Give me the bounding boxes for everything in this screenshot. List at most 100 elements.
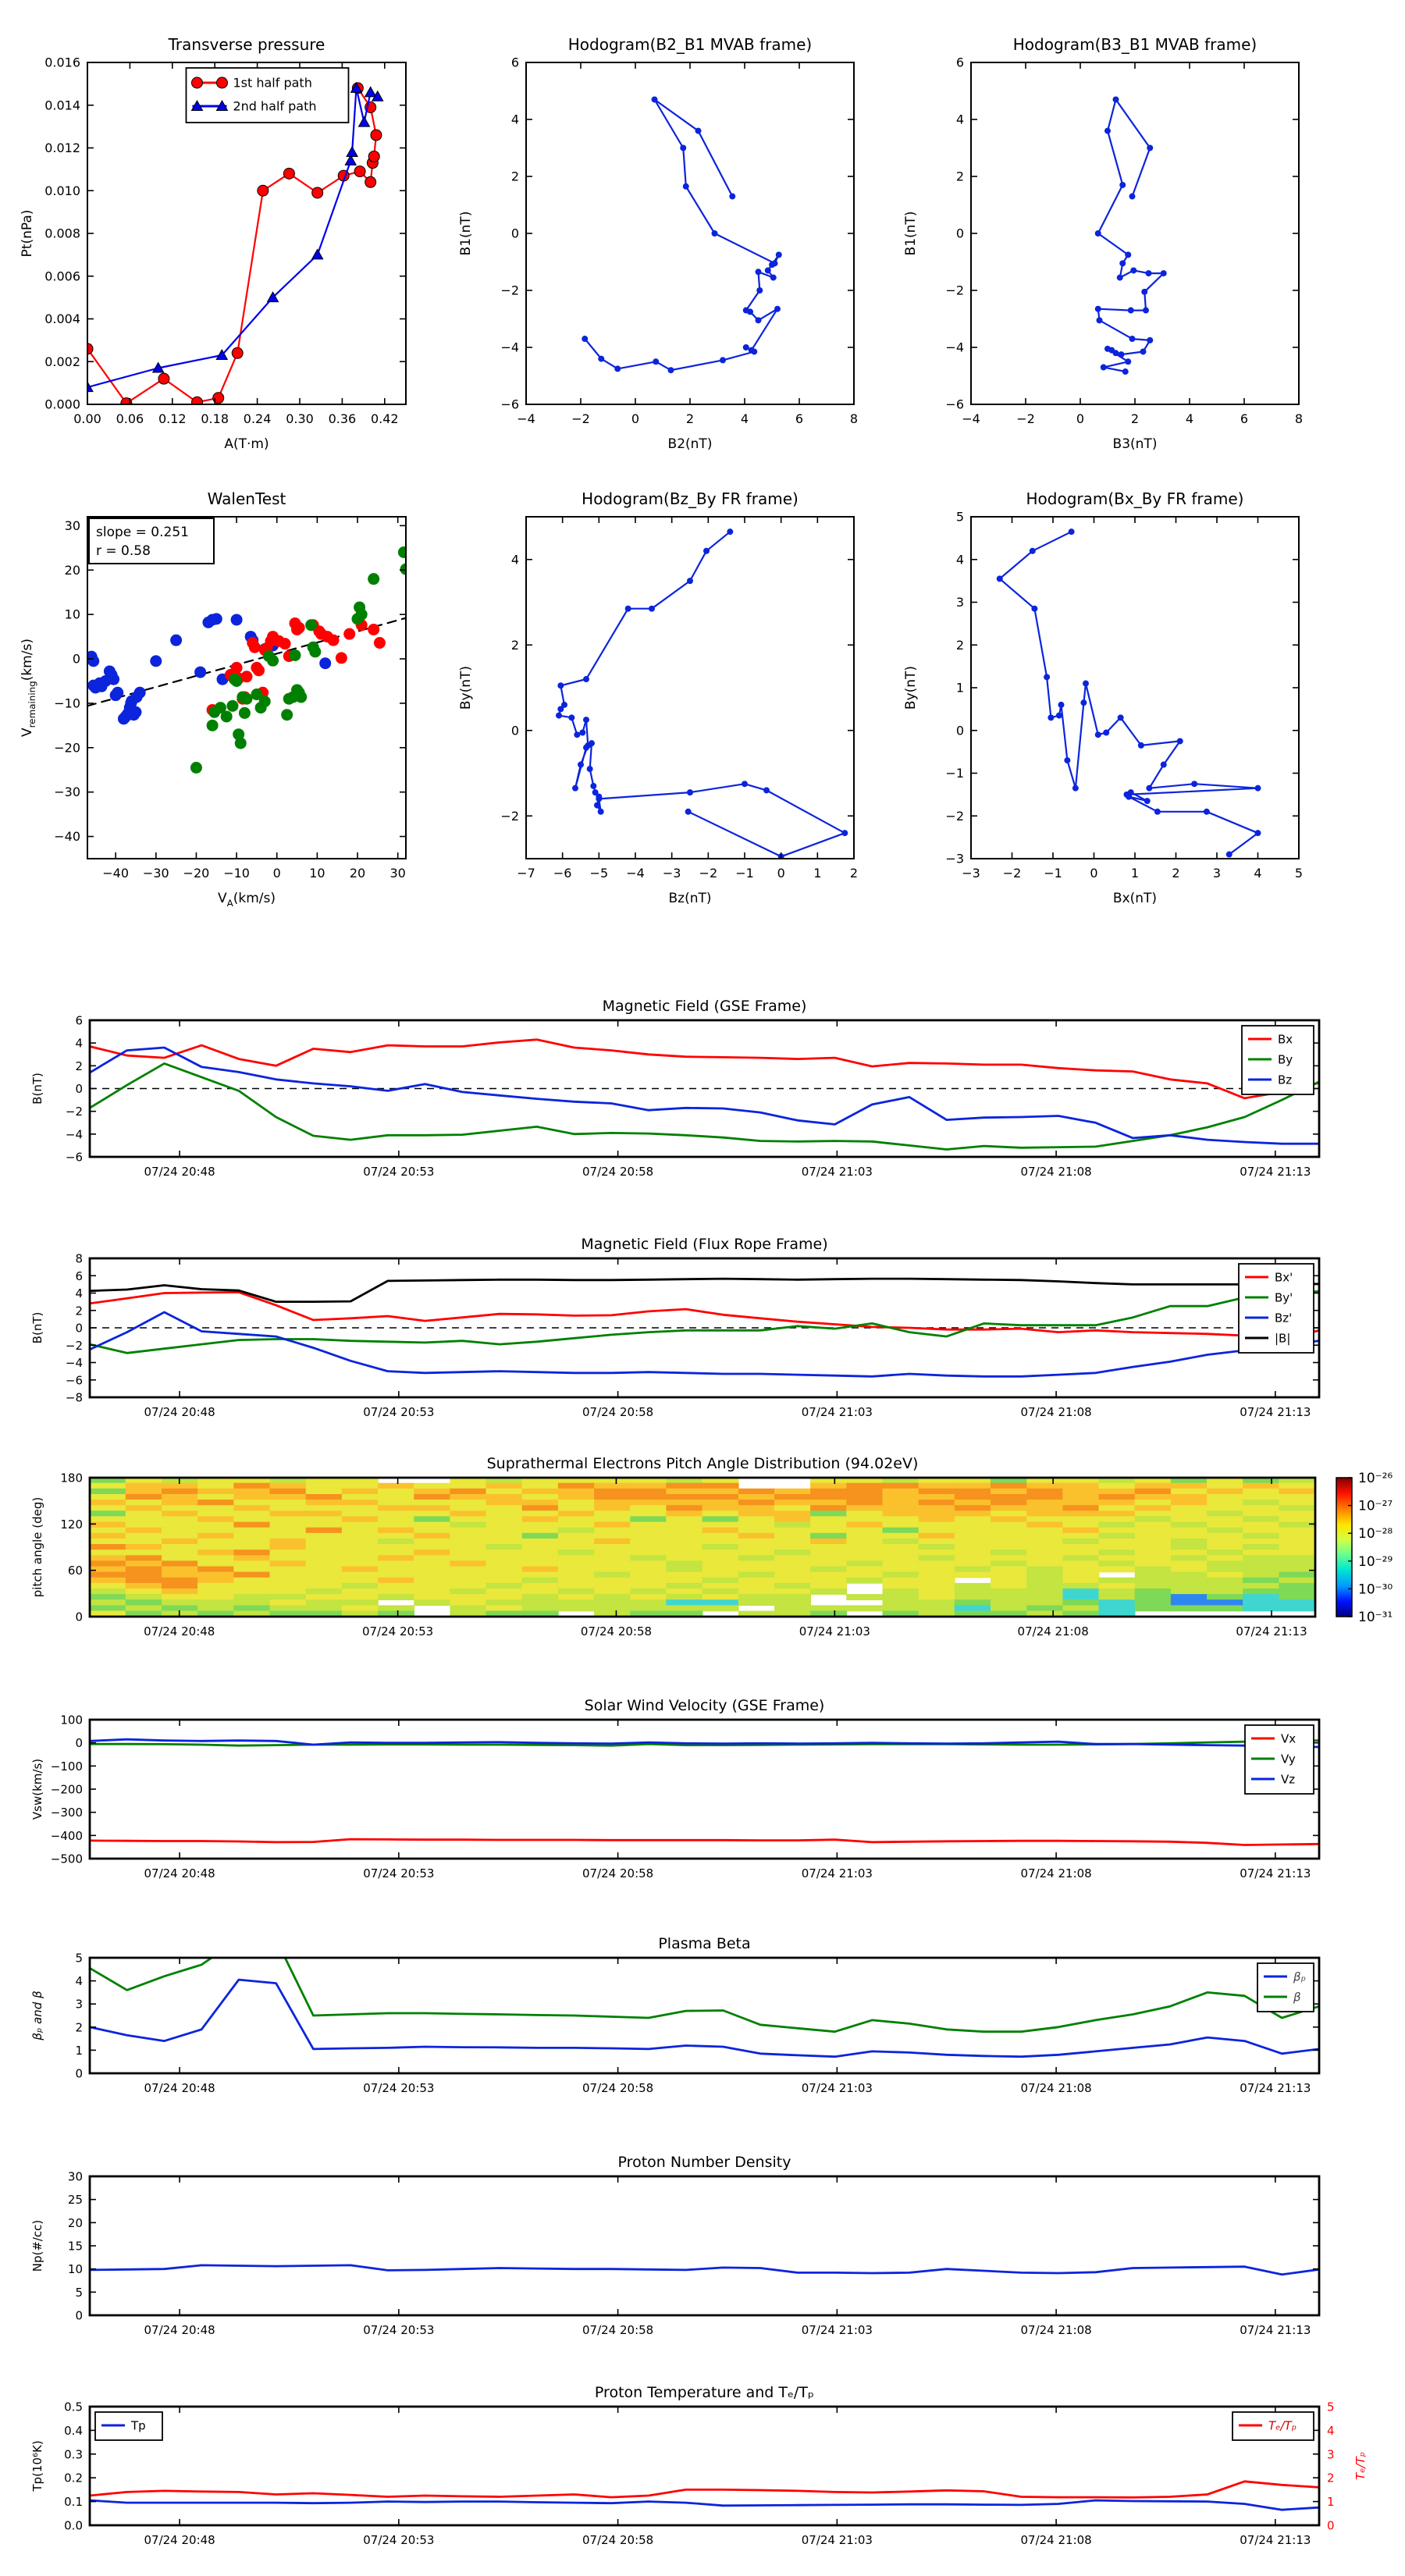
- vsw-ytick-4: −100: [51, 1759, 83, 1774]
- pad-ytick-0: 0: [75, 1610, 83, 1624]
- vsw-ytick-1: −400: [51, 1829, 83, 1843]
- hodo_b2b1-ytick-3: 0: [511, 226, 519, 241]
- hodo_bzby-xtick-2: −5: [590, 866, 609, 881]
- hodo_bzby-xtick-9: 2: [850, 866, 858, 881]
- walen-xlabel: VA(km/s): [218, 891, 276, 909]
- hodo_b3b1-ytick-3: 0: [956, 226, 964, 241]
- pressure-ytick-6: 0.012: [44, 141, 80, 155]
- hodo_bzby-ytick-2: 2: [511, 638, 519, 653]
- pressure-legend-label-0: 1st half path: [233, 76, 311, 91]
- vsw-series-Vz: [90, 1738, 1319, 1749]
- vsw-xtick-1: 07/24 20:53: [363, 1866, 434, 1880]
- beta-title: Plasma Beta: [658, 1935, 750, 1952]
- fr-ytick-8: 8: [75, 1252, 83, 1266]
- panel-pressure: 0.00 0.06 0.12 0.18 0.24 0.30 0.36 0.42 0.000 0.0…: [20, 35, 407, 452]
- walen-ylabel: Vremaining(km/s): [20, 639, 37, 737]
- hodo_bxby-axes: −3 −2 −1 0 1 2 3 4 5 −3 −2 −1 0 1 2 3 4 5: [945, 510, 1303, 881]
- gse-ytick-6: 6: [75, 1014, 83, 1028]
- np-ytick-6: 30: [68, 2170, 83, 2184]
- beta-xtick-0: 07/24 20:48: [144, 2081, 215, 2095]
- hodo_bxby-xtick-1: −2: [1003, 866, 1022, 881]
- tp-rytick-2: 2: [1327, 2471, 1335, 2485]
- gse-legend-label-1: By: [1278, 1053, 1293, 1067]
- fr-series-Bz': [90, 1311, 1319, 1378]
- tp-frame: [88, 2405, 1321, 2527]
- hodo_b2b1-ytick-4: 2: [511, 169, 519, 184]
- np-series-Np: [90, 2264, 1319, 2276]
- tp-xtick-2: 07/24 20:58: [582, 2533, 653, 2547]
- hodo_bzby-xtick-5: −2: [699, 866, 718, 881]
- walen-annotation-line-0: slope = 0.251: [96, 525, 189, 540]
- panel-pad: 10⁻²⁶ 10⁻²⁷ 10⁻²⁸ 10⁻²⁹ 10⁻³⁰ 10⁻³¹ 07/24 20:4…: [30, 1455, 1393, 1638]
- hodo_b2b1-xtick-1: −2: [571, 411, 590, 426]
- hodo_bxby-title: Hodogram(Bx_By FR frame): [1026, 489, 1243, 508]
- tp-rytick-4: 4: [1327, 2424, 1335, 2438]
- hodo_bxby-xtick-4: 1: [1131, 866, 1139, 881]
- hodo_bzby-frame: [525, 516, 855, 859]
- pressure-xtick-2: 0.12: [158, 411, 187, 426]
- fr-ytick-7: 6: [75, 1269, 83, 1283]
- fr-xtick-4: 07/24 21:08: [1020, 1405, 1091, 1419]
- beta-ytick-2: 2: [75, 2020, 83, 2034]
- gse-ytick-5: 4: [75, 1037, 83, 1051]
- beta-axes: 07/24 20:48 07/24 20:53 07/24 20:58 07/24 2…: [75, 1952, 1319, 2095]
- pressure-legend-label-1: 2nd half path: [233, 99, 316, 114]
- pressure-xtick-7: 0.42: [371, 411, 399, 426]
- pressure-ytick-4: 0.008: [44, 226, 80, 241]
- hodo_b3b1-xtick-3: 2: [1131, 411, 1139, 426]
- hodo_b3b1-xtick-1: −2: [1016, 411, 1035, 426]
- gse-ytick-1: −4: [66, 1127, 83, 1141]
- hodo_bzby-xtick-7: 0: [777, 866, 785, 881]
- pressure-ytick-1: 0.002: [44, 354, 80, 369]
- tp-ytick-4: 0.4: [64, 2424, 83, 2438]
- pad-colorbar-label-2: 10⁻²⁸: [1358, 1526, 1393, 1542]
- tp-xtick-5: 07/24 21:13: [1240, 2533, 1311, 2547]
- gse-ytick-2: −2: [66, 1105, 83, 1119]
- gse-legend-label-0: Bx: [1278, 1033, 1293, 1047]
- vsw-xtick-3: 07/24 21:03: [802, 1866, 873, 1880]
- vsw-xtick-5: 07/24 21:13: [1240, 1866, 1311, 1880]
- fr-ytick-2: −4: [66, 1356, 83, 1370]
- tp-rytick-0: 0: [1327, 2519, 1335, 2533]
- np-ytick-3: 15: [68, 2240, 83, 2254]
- vsw-ytick-3: −200: [51, 1783, 83, 1797]
- hodo_bzby-ytick-1: 0: [511, 723, 519, 738]
- fr-ytick-0: −8: [66, 1391, 83, 1405]
- pressure-ytick-7: 0.014: [44, 98, 80, 112]
- gse-ylabel: B(nT): [30, 1073, 44, 1105]
- hodo_b3b1-xtick-0: −4: [962, 411, 980, 426]
- vsw-legend-label-2: Vz: [1281, 1773, 1295, 1787]
- hodo_b2b1-xtick-0: −4: [517, 411, 535, 426]
- vsw-ylabel: Vsw(km/s): [30, 1759, 44, 1820]
- beta-ytick-0: 0: [75, 2067, 83, 2081]
- hodo_bxby-xtick-7: 4: [1254, 866, 1261, 881]
- tp-rytick-3: 3: [1327, 2447, 1335, 2461]
- fr-xtick-0: 07/24 20:48: [144, 1405, 215, 1419]
- beta-ytick-3: 3: [75, 1998, 83, 2012]
- hodo_b3b1-xtick-6: 8: [1295, 411, 1303, 426]
- hodo_bzby-xtick-8: 1: [813, 866, 821, 881]
- fr-ylabel: B(nT): [30, 1312, 44, 1344]
- gse-series-Bx: [90, 1038, 1319, 1100]
- vsw-xtick-4: 07/24 21:08: [1020, 1866, 1091, 1880]
- pressure-title: Transverse pressure: [168, 35, 325, 54]
- panel-vsw: 07/24 20:48 07/24 20:53 07/24 20:58 07/24 2…: [30, 1697, 1321, 1880]
- panel-fr: 07/24 20:48 07/24 20:53 07/24 20:58 07/24 2…: [30, 1236, 1321, 1419]
- pad-xtick-4: 07/24 21:08: [1018, 1624, 1089, 1638]
- panel-beta: 07/24 20:48 07/24 20:53 07/24 20:58 07/24 2…: [30, 1935, 1321, 2095]
- np-xtick-3: 07/24 21:03: [802, 2323, 873, 2337]
- np-frame: [88, 2175, 1321, 2317]
- np-title: Proton Number Density: [618, 2154, 791, 2171]
- pad-colorbar-label-0: 10⁻²⁶: [1358, 1471, 1393, 1486]
- beta-ytick-1: 1: [75, 2044, 83, 2058]
- pad-colorbar-label-5: 10⁻³¹: [1358, 1610, 1393, 1625]
- hodo_bxby-xtick-5: 2: [1172, 866, 1179, 881]
- np-ytick-2: 10: [68, 2262, 83, 2276]
- hodo_b2b1-frame: [525, 62, 855, 405]
- pressure-xtick-5: 0.30: [286, 411, 314, 426]
- walen-ytick-5: 10: [65, 607, 80, 622]
- walen-axes: −40 −30 −20 −10 0 10 20 30 −40 −30 −20 −10 0 10 20 30: [54, 517, 406, 881]
- pressure-ylabel: Pt(nPa): [20, 210, 35, 258]
